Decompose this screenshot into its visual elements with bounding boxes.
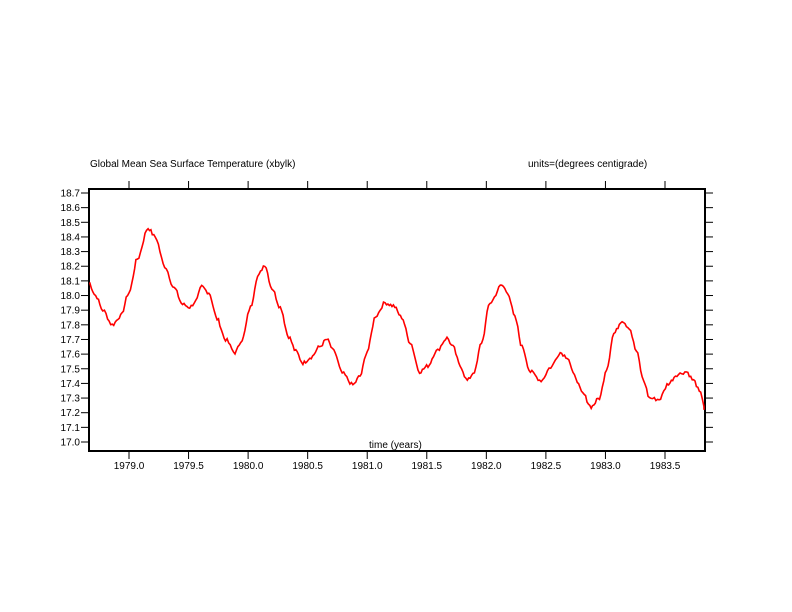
x-tick-label: 1982.0 [471, 461, 502, 472]
y-tick-label: 18.6 [61, 203, 81, 214]
y-tick-label: 17.3 [61, 394, 81, 405]
y-tick-label: 17.5 [61, 364, 81, 375]
y-tick-label: 17.8 [61, 320, 81, 331]
y-tick-label: 17.9 [61, 306, 81, 317]
x-tick-label: 1980.5 [292, 461, 323, 472]
x-axis-label: time (years) [369, 440, 422, 451]
x-tick-label: 1980.0 [233, 461, 264, 472]
y-tick-label: 17.1 [61, 423, 81, 434]
series-line [89, 227, 705, 411]
y-tick-label: 17.6 [61, 350, 81, 361]
y-tick-label: 17.2 [61, 408, 81, 419]
x-tick-label: 1982.5 [531, 461, 562, 472]
x-tick-label: 1981.0 [352, 461, 383, 472]
y-axis: 17.0 17.1 17.2 17.3 17.4 17.5 17.6 17.7 17.8 17.9… [61, 189, 713, 449]
y-tick-label: 18.1 [61, 276, 81, 287]
x-tick-label: 1979.0 [114, 461, 145, 472]
y-tick-label: 18.3 [61, 247, 81, 258]
x-tick-label: 1979.5 [173, 461, 204, 472]
y-tick-label: 17.4 [61, 379, 81, 390]
y-tick-label: 18.2 [61, 262, 81, 273]
y-tick-label: 17.0 [61, 438, 81, 449]
x-tick-label: 1983.0 [590, 461, 621, 472]
x-axis: 1979.0 1979.5 1980.0 1980.5 1981.0 1981.5 1982… [114, 181, 681, 472]
y-tick-label: 18.5 [61, 218, 81, 229]
plot-frame [88, 188, 706, 452]
x-tick-label: 1983.5 [650, 461, 681, 472]
y-tick-label: 18.0 [61, 291, 81, 302]
x-tick-label: 1981.5 [411, 461, 442, 472]
y-tick-label: 17.7 [61, 335, 81, 346]
chart-title: Global Mean Sea Surface Temperature (xby… [90, 159, 295, 170]
units-label: units=(degrees centigrade) [528, 159, 647, 170]
y-tick-label: 18.4 [61, 232, 81, 243]
y-tick-label: 18.7 [61, 189, 81, 200]
